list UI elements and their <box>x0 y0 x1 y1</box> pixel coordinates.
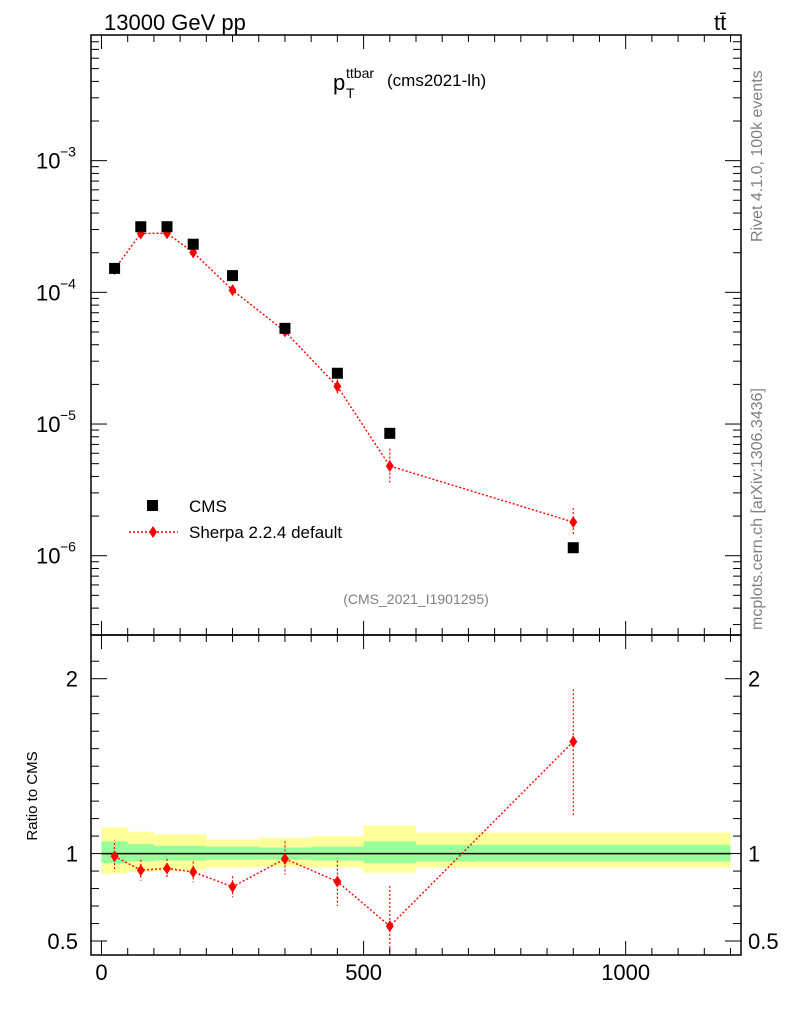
y-tick-label: 10 <box>36 412 60 437</box>
mc-line <box>114 232 574 523</box>
ratio-y-tick-label: 0.5 <box>47 929 78 954</box>
ratio-point <box>110 850 119 863</box>
y-tick-label: 10 <box>36 280 60 305</box>
rivet-label: Rivet 4.1.0, 100k events <box>749 70 766 242</box>
ratio-ylabel: Ratio to CMS <box>24 751 41 840</box>
ratio-y-tick-label-right: 2 <box>748 667 760 692</box>
mc-point <box>333 380 342 393</box>
x-tick-label: 1000 <box>601 960 650 985</box>
y-tick-label: 10 <box>36 544 60 569</box>
mc-point <box>569 516 578 529</box>
cms-point <box>331 367 343 379</box>
band-inner-1 <box>127 843 154 862</box>
mc-point <box>385 460 394 473</box>
legend-data-label: CMS <box>189 497 227 516</box>
legend: CMS Sherpa 2.2.4 default <box>129 497 342 542</box>
ratio-point <box>228 880 237 893</box>
ratio-y-tick-label-right: 1 <box>748 842 760 867</box>
band-inner-7 <box>363 841 416 864</box>
main-panel-data <box>109 221 579 554</box>
ratio-y-tick-label: 1 <box>66 842 78 867</box>
y-tick-exponent: −5 <box>60 407 76 423</box>
title-main: p <box>333 70 345 95</box>
x-tick-label: 500 <box>345 960 382 985</box>
cms-point <box>279 322 291 334</box>
cms-point <box>187 238 199 250</box>
legend-data-marker <box>147 500 158 511</box>
legend-mc-label: Sherpa 2.2.4 default <box>189 523 342 542</box>
cms-point <box>161 221 173 233</box>
analysis-id: (CMS_2021_I1901295) <box>343 591 489 607</box>
y-tick-label: 10 <box>36 149 60 174</box>
header-process: tt̄ <box>714 10 726 35</box>
y-tick-exponent: −3 <box>60 144 76 160</box>
cms-point <box>567 542 579 554</box>
title-sub: T <box>346 85 355 101</box>
ratio-point <box>333 875 342 888</box>
ratio-y-tick-label-right: 0.5 <box>748 929 779 954</box>
cms-point <box>384 427 396 439</box>
x-tick-label: 0 <box>95 960 107 985</box>
mc-point <box>228 284 237 297</box>
title-suffix: (cms2021-lh) <box>387 71 486 90</box>
ratio-frame <box>90 634 742 956</box>
ratio-panel-data <box>101 689 731 955</box>
main-frame <box>90 34 742 636</box>
ratio-y-tick-label: 2 <box>66 667 78 692</box>
cms-point <box>135 221 147 233</box>
cms-point <box>109 262 121 274</box>
cms-point <box>227 270 239 282</box>
ratio-point <box>280 852 289 865</box>
y-tick-exponent: −6 <box>60 539 76 555</box>
ratio-point <box>163 862 172 875</box>
title-sup: ttbar <box>346 65 374 81</box>
legend-mc-marker <box>149 526 157 538</box>
mcplots-label: mcplots.cern.ch [arXiv:1306.3436] <box>749 388 766 630</box>
ratio-point <box>136 864 145 877</box>
ratio-point <box>569 735 578 748</box>
ratio-point <box>385 920 394 933</box>
ratio-point <box>189 865 198 878</box>
header-energy: 13000 GeV pp <box>104 10 246 35</box>
plot-title: p ttbar T (cms2021-lh) <box>333 65 486 101</box>
y-tick-exponent: −4 <box>60 275 76 291</box>
